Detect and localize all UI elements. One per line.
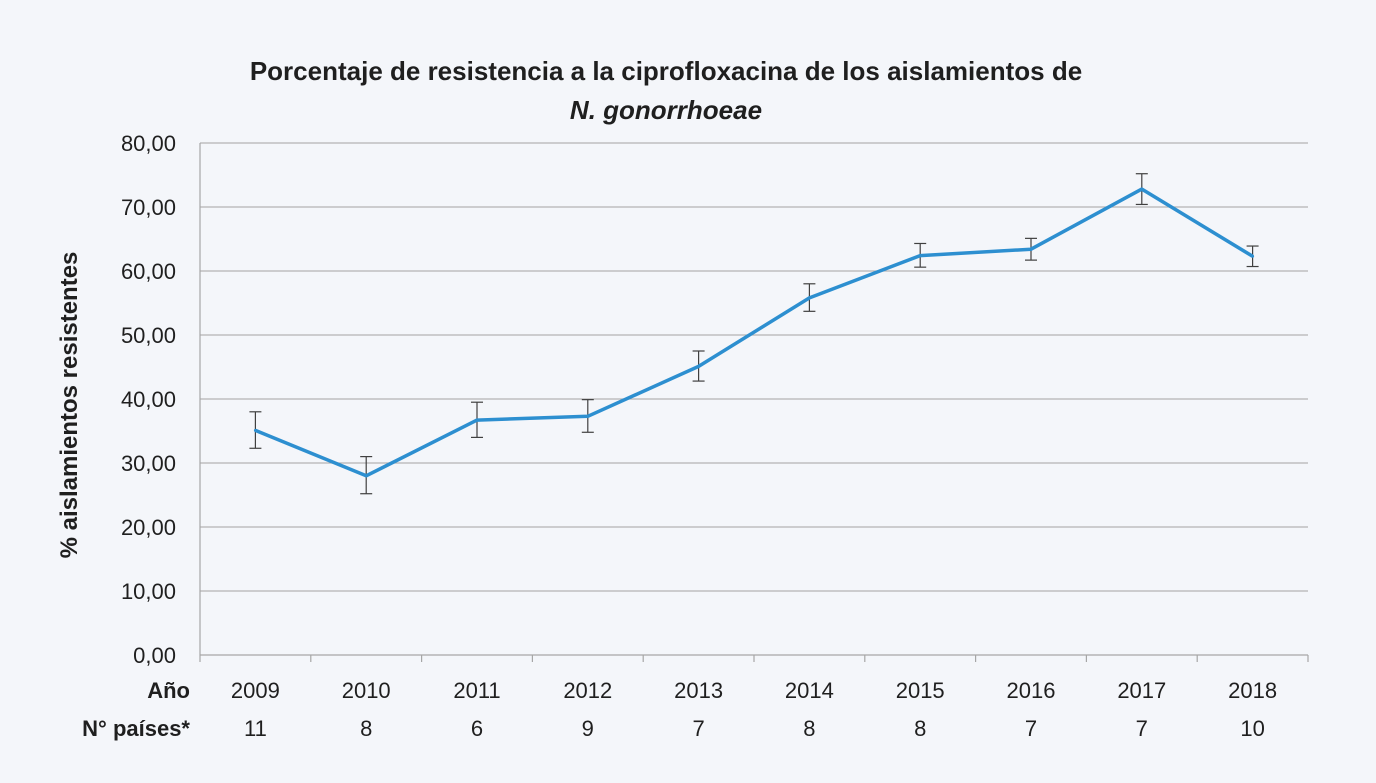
n-countries-label: 7 xyxy=(692,716,704,741)
data-point xyxy=(918,254,922,258)
series-layer xyxy=(253,187,1255,478)
n-countries-label: 8 xyxy=(803,716,815,741)
y-tick-label: 70,00 xyxy=(121,195,176,220)
data-point xyxy=(475,418,479,422)
y-tick-label: 50,00 xyxy=(121,323,176,348)
x-tick-label: 2017 xyxy=(1117,678,1166,703)
n-countries-label: 6 xyxy=(471,716,483,741)
y-tick-label: 40,00 xyxy=(121,387,176,412)
x-tick-label: 2009 xyxy=(231,678,280,703)
chart-title-line1: Porcentaje de resistencia a la ciproflox… xyxy=(250,56,1082,86)
data-point xyxy=(1251,254,1255,258)
x-tick-label: 2011 xyxy=(453,678,500,703)
y-tick-label: 80,00 xyxy=(121,131,176,156)
n-countries-label: 9 xyxy=(582,716,594,741)
n-countries-label: 7 xyxy=(1136,716,1148,741)
y-tick-label: 10,00 xyxy=(121,579,176,604)
x-tick-label: 2010 xyxy=(342,678,391,703)
n-row-label: N° países* xyxy=(82,716,190,741)
data-point xyxy=(807,296,811,300)
x-tick-label: 2016 xyxy=(1007,678,1056,703)
n-countries-label: 11 xyxy=(244,716,267,741)
x-tick-label: 2012 xyxy=(563,678,612,703)
data-point xyxy=(364,474,368,478)
y-ticks: 0,00 10,00 20,00 30,00 40,00 50,00 60,00 70,00 8… xyxy=(121,131,176,668)
data-point xyxy=(1029,247,1033,251)
x-tick-label: 2015 xyxy=(896,678,945,703)
x-tick-label: 2014 xyxy=(785,678,834,703)
data-point xyxy=(253,428,257,432)
n-countries-label: 8 xyxy=(914,716,926,741)
data-point xyxy=(586,414,590,418)
y-tick-label: 20,00 xyxy=(121,515,176,540)
n-countries-label: 10 xyxy=(1240,716,1264,741)
data-point xyxy=(1140,187,1144,191)
grid-layer xyxy=(199,142,1309,662)
n-countries-label: 8 xyxy=(360,716,372,741)
x-row-label: Año xyxy=(147,678,190,703)
chart-title-line2: N. gonorrhoeae xyxy=(570,95,762,125)
n-countries-label: 7 xyxy=(1025,716,1037,741)
x-tick-label: 2018 xyxy=(1228,678,1277,703)
series-line xyxy=(254,187,1254,478)
y-tick-label: 30,00 xyxy=(121,451,176,476)
y-tick-label: 60,00 xyxy=(121,259,176,284)
x-ticks: 2009 11 2010 8 2011 6 2012 9 2013 7 2014 8 2015 8 2016… xyxy=(231,678,1277,741)
y-tick-label: 0,00 xyxy=(133,643,176,668)
x-tick-label: 2013 xyxy=(674,678,723,703)
y-axis-label: % aislamientos resistentes xyxy=(56,252,83,559)
data-point xyxy=(697,364,701,368)
